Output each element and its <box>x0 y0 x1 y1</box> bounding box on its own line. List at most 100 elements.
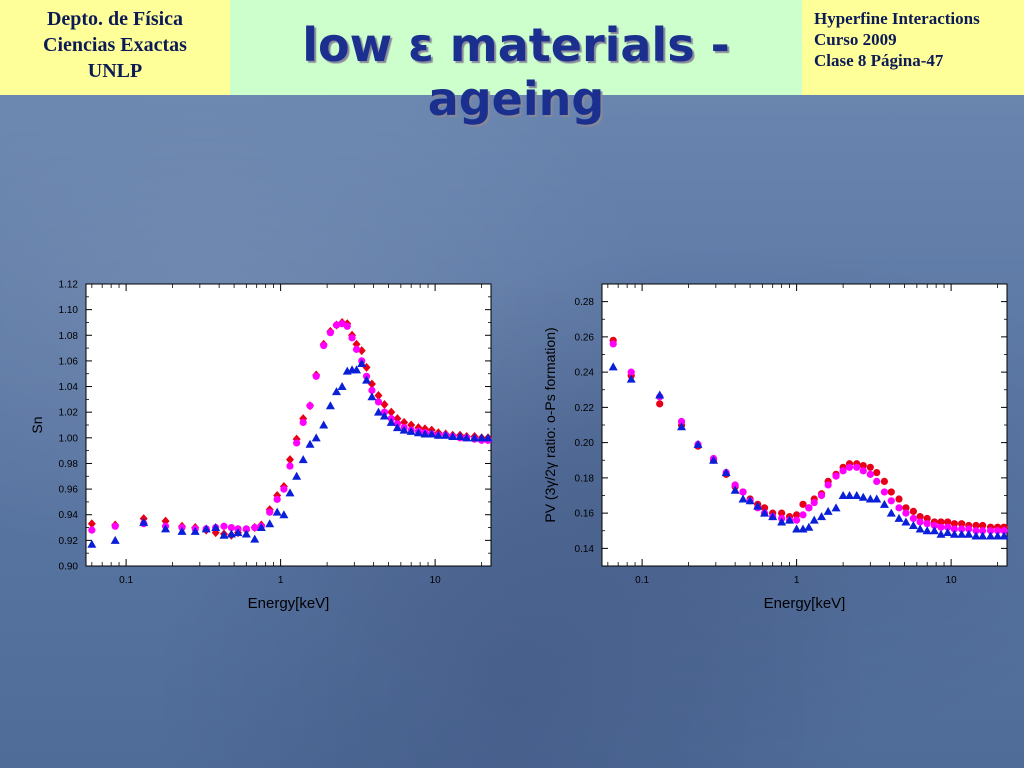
data-point <box>950 525 958 533</box>
data-point <box>420 429 430 438</box>
data-point <box>950 520 958 528</box>
data-point <box>387 407 396 417</box>
data-point <box>895 495 903 503</box>
data-point <box>348 334 356 342</box>
data-point <box>337 382 347 391</box>
y-tick-label: 0.14 <box>575 544 595 555</box>
data-point <box>367 379 376 389</box>
data-point <box>873 477 881 485</box>
data-point <box>972 527 980 535</box>
data-point <box>923 514 931 523</box>
data-point <box>792 524 802 533</box>
data-point <box>859 467 867 475</box>
data-point <box>944 523 952 531</box>
data-point <box>368 386 376 394</box>
y-tick-label: 0.96 <box>59 485 79 496</box>
data-point <box>986 527 995 535</box>
data-point <box>805 504 813 512</box>
data-point <box>477 433 487 442</box>
data-point <box>357 358 367 367</box>
y-tick-label: 0.94 <box>59 510 79 521</box>
data-point <box>352 345 361 353</box>
data-point <box>111 522 119 530</box>
data-point <box>902 509 910 517</box>
y-tick-label: 0.20 <box>575 438 595 449</box>
data-point <box>311 433 321 442</box>
x-tick-label: 1 <box>794 575 800 586</box>
data-point <box>838 491 848 499</box>
data-point <box>872 494 882 503</box>
data-point <box>936 529 946 538</box>
data-point <box>768 512 778 521</box>
data-point <box>298 455 308 464</box>
data-point <box>609 340 617 348</box>
y-tick-label: 0.26 <box>575 332 595 343</box>
data-point <box>915 524 925 533</box>
data-point <box>242 525 250 533</box>
data-point <box>110 535 120 544</box>
series-3 <box>87 358 493 548</box>
y-tick-label: 0.24 <box>575 368 595 379</box>
data-point <box>993 531 1003 540</box>
data-point <box>379 411 389 420</box>
data-point <box>909 514 917 523</box>
data-point <box>332 321 341 329</box>
data-point <box>362 375 372 384</box>
y-axis-label: Sn <box>29 416 45 433</box>
data-point <box>922 526 932 535</box>
data-point <box>902 504 910 512</box>
data-point <box>427 429 437 438</box>
data-point <box>810 498 818 507</box>
data-point <box>929 526 939 535</box>
data-point <box>930 521 939 530</box>
data-point <box>909 507 917 515</box>
y-axis-label: PV (3γ/2γ ratio: o-Ps formation) <box>542 327 558 522</box>
institution-line-1: Depto. de Física <box>46 8 184 30</box>
data-point <box>627 368 635 376</box>
data-point <box>201 524 211 533</box>
data-point <box>177 526 187 535</box>
slide-title: low ε materials - ageing <box>302 18 730 126</box>
data-point <box>894 513 904 522</box>
y-tick-label: 1.08 <box>59 331 79 342</box>
course-line-3: Clase 8 Página-47 <box>814 51 944 70</box>
data-point <box>367 392 377 401</box>
data-point <box>656 400 664 408</box>
data-point <box>824 481 832 489</box>
y-tick-label: 1.06 <box>59 356 79 367</box>
data-point <box>972 521 980 530</box>
data-point <box>406 426 416 435</box>
data-point <box>809 515 819 524</box>
data-point <box>220 522 228 530</box>
data-point <box>399 425 409 434</box>
data-point <box>709 455 719 464</box>
data-point <box>292 471 302 480</box>
data-point <box>887 497 895 505</box>
data-point <box>319 420 329 429</box>
data-point <box>817 491 826 500</box>
data-point <box>852 491 862 499</box>
data-point <box>343 322 351 330</box>
data-point <box>326 329 334 337</box>
y-tick-label: 0.98 <box>59 459 79 470</box>
data-point <box>87 539 97 548</box>
title-box: low ε materials - ageing <box>230 0 802 126</box>
data-point <box>299 418 307 427</box>
data-point <box>760 508 770 517</box>
series-3 <box>608 362 1009 540</box>
data-point <box>739 488 747 496</box>
data-point <box>964 529 974 538</box>
institution-line-2: Ciencias Exactas <box>43 34 187 56</box>
data-point <box>845 491 855 499</box>
y-tick-label: 1.00 <box>59 433 79 444</box>
slide-header: Depto. de Física Ciencias Exactas UNLP l… <box>0 0 1024 126</box>
data-point <box>306 402 314 410</box>
data-point <box>161 524 171 533</box>
data-point <box>832 472 840 480</box>
data-point <box>362 362 371 372</box>
data-point <box>320 341 328 350</box>
data-point <box>413 428 423 437</box>
data-point <box>285 455 294 465</box>
data-point <box>999 531 1009 540</box>
data-point <box>272 507 282 516</box>
